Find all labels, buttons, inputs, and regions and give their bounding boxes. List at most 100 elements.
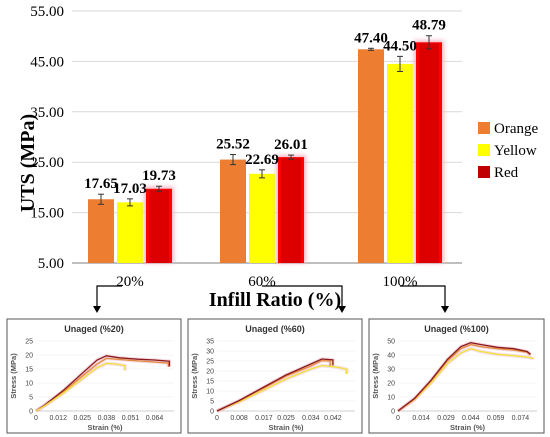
bar-value-label: 47.40 [354,30,388,46]
y-tick-label: 35.00 [30,105,64,121]
arrow-100 [400,285,446,306]
legend-label-yellow: Yellow [494,143,537,159]
legend-swatch-red [478,166,490,178]
x-tick-label: 0.074 [512,415,530,422]
x-tick-label: 0.025 [74,415,92,422]
bar-shade [419,43,439,263]
y-tick-label: 0 [29,409,33,416]
legend-swatch-orange [478,122,490,134]
stress-strain-chart-100: Unaged (%100) 0 10 20 30 40 50 0 0.014 0.029 0.044… [368,318,545,434]
y-tick-label: 20 [25,353,33,360]
bar-value-label: 44.50 [383,38,417,54]
y-tick-label: 50 [387,339,395,346]
bar-shade [281,158,301,263]
bar-yellow [249,173,275,263]
y-tick-label: 0 [391,409,395,416]
arrow-60-head [338,306,346,313]
chart-frame [6,318,182,434]
arrow-100-head [441,306,449,313]
chart-frame [368,318,545,434]
y-tick-label: 5 [210,399,214,406]
x-tick-label: 0.017 [255,415,273,422]
y-tick-label: 5.00 [38,256,64,272]
sub-x-axis-label: Strain (%) [87,423,123,432]
legend-label-orange: Orange [494,121,538,137]
stress-strain-curve [397,342,531,412]
sub-chart-title: Unaged (%60) [245,324,305,334]
bar-value-label: 22.69 [245,152,279,168]
bar-orange [220,159,246,263]
y-tick-label: 10 [206,389,214,396]
stress-strain-curve [397,348,534,412]
x-tick-label: 0.008 [230,415,248,422]
x-tick-label: 0.014 [412,415,430,422]
y-tick-label: 35 [206,339,214,346]
y-tick-label: 15.00 [30,206,64,222]
sub-x-axis-label: Strain (%) [450,423,486,432]
bar-yellow [117,202,143,263]
bar-orange [358,49,384,263]
arrow-20 [96,285,122,306]
y-tick-label: 55.00 [30,4,64,20]
bar-value-label: 17.65 [84,176,118,192]
x-tick-label: 0.051 [122,415,140,422]
y-tick-label: 5 [29,395,33,402]
x-tick-label: 0.038 [98,415,116,422]
sub-x-axis-label: Strain (%) [268,423,304,432]
sub-chart-title: Unaged (%100) [424,324,489,334]
bar-yellow [387,63,413,263]
y-tick-label: 15 [206,379,214,386]
x-tick-label: 0 [34,415,38,422]
x-tick-label: 0.034 [302,415,320,422]
y-tick-label: 25.00 [30,155,64,171]
y-tick-label: 40 [387,353,395,360]
y-tick-label: 10 [387,395,395,402]
y-tick-label: 20 [387,381,395,388]
sub-y-axis-label: Stress (MPa) [190,353,199,399]
y-tick-label: 45.00 [30,54,64,70]
x-tick-label: 0.025 [277,415,295,422]
sub-y-axis-label: Stress (MPa) [9,353,18,399]
bar-shade [149,189,169,263]
bar-orange [88,199,114,263]
y-tick-label: 25 [25,339,33,346]
arrow-20-head [93,306,101,313]
y-tick-label: 30 [387,367,395,374]
y-tick-label: 15 [25,367,33,374]
x-tick-label: 0.059 [487,415,505,422]
y-tick-label: 20 [206,369,214,376]
sub-chart-title: Unaged (%20) [64,324,124,334]
bar-value-label: 26.01 [274,137,308,153]
x-tick-label: 0.029 [437,415,455,422]
x-axis-label: Infill Ratio (%) [209,289,341,311]
stress-strain-chart-60: Unaged (%60) 0 5 10 15 20 25 30 35 0 0.008 0.017 0.0… [187,318,363,434]
bar-value-label: 19.73 [142,168,176,184]
bar-value-label: 17.03 [113,181,147,197]
y-tick-label: 30 [206,349,214,356]
category-arrows [93,285,449,313]
category-label: 60% [248,274,276,290]
y-tick-label: 0 [210,409,214,416]
legend-label-red: Red [494,165,519,181]
x-tick-label: 0.064 [146,415,164,422]
stress-strain-curve [216,358,334,412]
arrow-60 [262,285,343,306]
category-label: 20% [116,274,144,290]
x-tick-label: 0.044 [462,415,480,422]
bar-value-label: 25.52 [216,137,250,153]
chart-frame [187,318,363,434]
y-axis-label: UTS (MPa) [17,114,39,212]
x-tick-label: 0.042 [324,415,342,422]
legend-swatch-yellow [478,144,490,156]
x-tick-label: 0 [396,415,400,422]
stress-strain-curve [35,362,126,412]
y-tick-label: 25 [206,359,214,366]
y-tick-label: 10 [25,381,33,388]
category-label: 100% [383,274,418,290]
x-tick-label: 0.012 [49,415,67,422]
stress-strain-curve [216,364,348,412]
x-tick-label: 0 [215,415,219,422]
stress-strain-chart-20: Unaged (%20) 0 5 10 15 20 25 0 0.012 0.025 0.038 0.… [6,318,182,434]
stress-strain-curve [35,355,171,412]
